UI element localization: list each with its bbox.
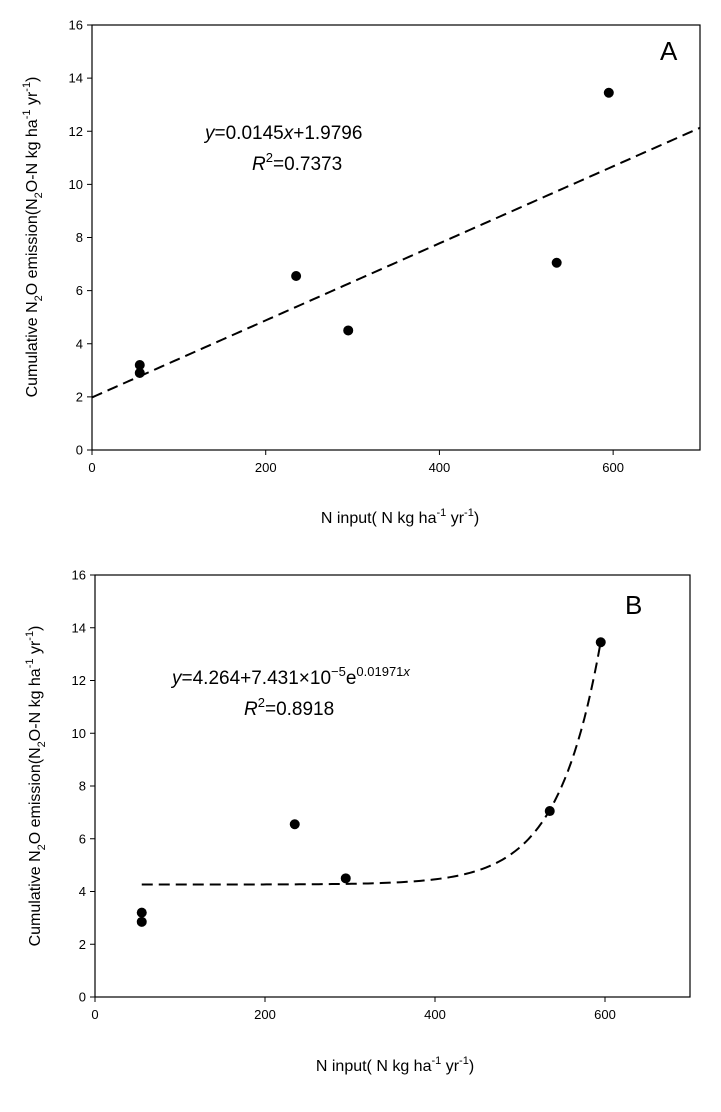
fit-line-group — [141, 641, 602, 886]
x-ticks: 0 200 400 600 — [88, 450, 624, 475]
y-tick-label: 4 — [76, 336, 83, 351]
y-tick-label: 12 — [69, 124, 83, 139]
fit-line — [91, 126, 701, 399]
regression-equation: y=4.264+7.431×10−5e0.01971x — [170, 664, 410, 689]
panel-label: B — [625, 590, 642, 620]
x-tick-label: 0 — [88, 460, 95, 475]
y-axis-label: Cumulative N2O emission(N2O-N kg ha-1 yr… — [24, 626, 48, 947]
y-tick-label: 6 — [76, 283, 83, 298]
data-point — [289, 819, 300, 830]
r-squared: R2=0.7373 — [252, 150, 342, 175]
data-points — [136, 637, 606, 927]
r-squared: R2=0.8918 — [244, 695, 334, 720]
data-point — [136, 907, 147, 918]
fit-line-group — [91, 126, 701, 399]
y-tick-label: 0 — [79, 990, 86, 1005]
y-tick-label: 8 — [76, 230, 83, 245]
x-tick-label: 400 — [429, 460, 451, 475]
x-tick-label: 0 — [91, 1007, 98, 1022]
data-point — [134, 367, 145, 378]
x-tick-label: 200 — [254, 1007, 276, 1022]
y-tick-label: 8 — [79, 779, 86, 794]
y-axis-label: Cumulative N2O emission(N2O-N kg ha-1 yr… — [21, 77, 45, 398]
panel-label: A — [660, 36, 678, 66]
y-ticks: 0 2 4 6 8 10 12 14 16 — [69, 18, 92, 458]
y-tick-label: 0 — [76, 443, 83, 458]
data-points — [134, 87, 614, 378]
fit-line — [141, 641, 602, 886]
x-axis-label: N input( N kg ha-1 yr-1) — [321, 507, 479, 527]
y-tick-label: 14 — [72, 620, 86, 635]
x-tick-label: 600 — [602, 460, 624, 475]
y-tick-label: 4 — [79, 884, 86, 899]
x-ticks: 0 200 400 600 — [91, 997, 616, 1022]
y-tick-label: 6 — [79, 831, 86, 846]
data-point — [595, 637, 606, 648]
y-ticks: 0 2 4 6 8 10 12 14 16 — [72, 568, 95, 1005]
data-point — [551, 257, 562, 268]
data-point — [291, 271, 302, 282]
x-tick-label: 200 — [255, 460, 277, 475]
y-tick-label: 10 — [72, 726, 86, 741]
data-point — [603, 87, 614, 98]
y-tick-label: 12 — [72, 673, 86, 688]
y-tick-label: 2 — [76, 389, 83, 404]
y-tick-label: 14 — [69, 71, 83, 86]
y-tick-label: 16 — [69, 18, 83, 33]
regression-equation: y=0.0145x+1.9796 — [203, 123, 362, 144]
panel-a: 0 200 400 600 0 2 4 6 8 10 12 14 16 A y=0.0145x+1.9… — [21, 18, 701, 527]
y-tick-label: 16 — [72, 568, 86, 583]
data-point — [136, 916, 147, 927]
x-axis-label: N input( N kg ha-1 yr-1) — [316, 1055, 474, 1075]
x-tick-label: 400 — [424, 1007, 446, 1022]
data-point — [134, 360, 145, 370]
y-tick-label: 2 — [79, 937, 86, 952]
data-point — [343, 325, 354, 336]
y-tick-label: 10 — [69, 177, 83, 192]
data-point — [340, 873, 351, 884]
data-point — [544, 806, 555, 817]
panel-b: 0 200 400 600 0 2 4 6 8 10 12 14 16 B y=4.264+7.431… — [24, 568, 691, 1075]
x-tick-label: 600 — [594, 1007, 616, 1022]
